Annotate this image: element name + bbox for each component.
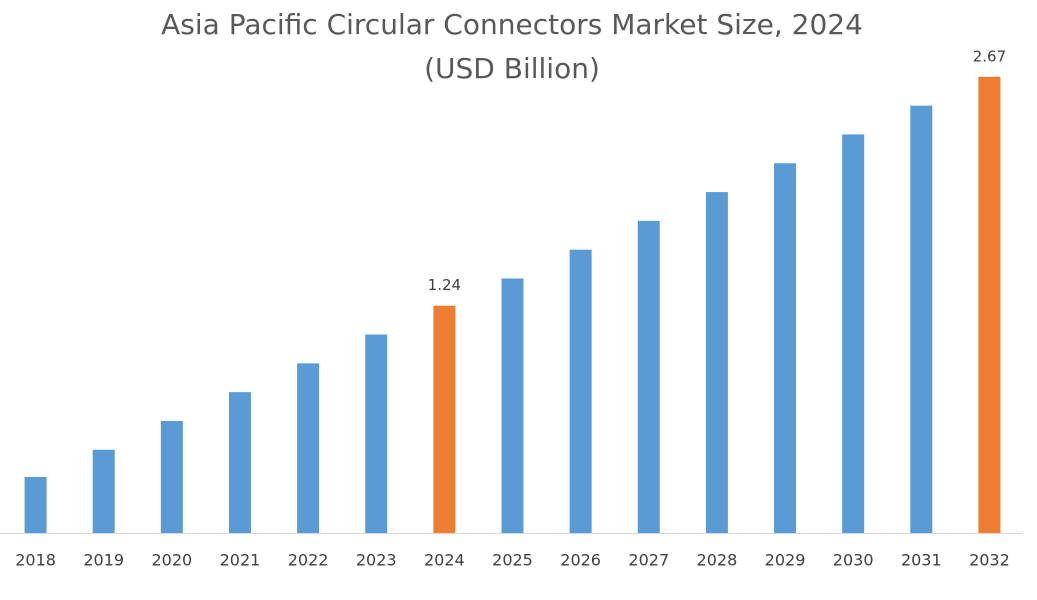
bar <box>501 278 524 533</box>
bar <box>297 363 320 533</box>
bar <box>228 392 251 533</box>
x-tick-label: 2025 <box>492 551 533 570</box>
x-tick-label: 2020 <box>151 551 192 570</box>
bar <box>160 420 183 533</box>
x-tick-label: 2026 <box>560 551 601 570</box>
x-tick-label: 2030 <box>833 551 874 570</box>
x-tick-label: 2023 <box>356 551 397 570</box>
bar <box>433 305 456 533</box>
bar <box>365 334 388 533</box>
bar <box>24 476 47 533</box>
bar <box>92 449 115 533</box>
bar <box>842 134 865 534</box>
bar <box>978 76 1001 533</box>
x-tick-label: 2018 <box>15 551 56 570</box>
x-tick-label: 2029 <box>765 551 806 570</box>
chart-title: Asia Pacific Circular Connectors Market … <box>161 8 863 41</box>
bar <box>910 105 933 534</box>
bar <box>637 220 660 533</box>
x-tick-label: 2021 <box>220 551 261 570</box>
value-label: 2.67 <box>973 47 1006 65</box>
x-tick-label: 2022 <box>288 551 329 570</box>
x-tick-label: 2024 <box>424 551 465 570</box>
bar <box>774 163 797 533</box>
bar <box>705 192 728 533</box>
chart-subtitle: (USD Billion) <box>424 52 600 85</box>
x-tick-label: 2032 <box>969 551 1010 570</box>
x-tick-label: 2028 <box>697 551 738 570</box>
x-tick-label: 2027 <box>628 551 669 570</box>
x-tick-label: 2031 <box>901 551 942 570</box>
x-tick-label: 2019 <box>83 551 124 570</box>
value-label: 1.24 <box>428 276 461 294</box>
bar <box>569 249 592 533</box>
